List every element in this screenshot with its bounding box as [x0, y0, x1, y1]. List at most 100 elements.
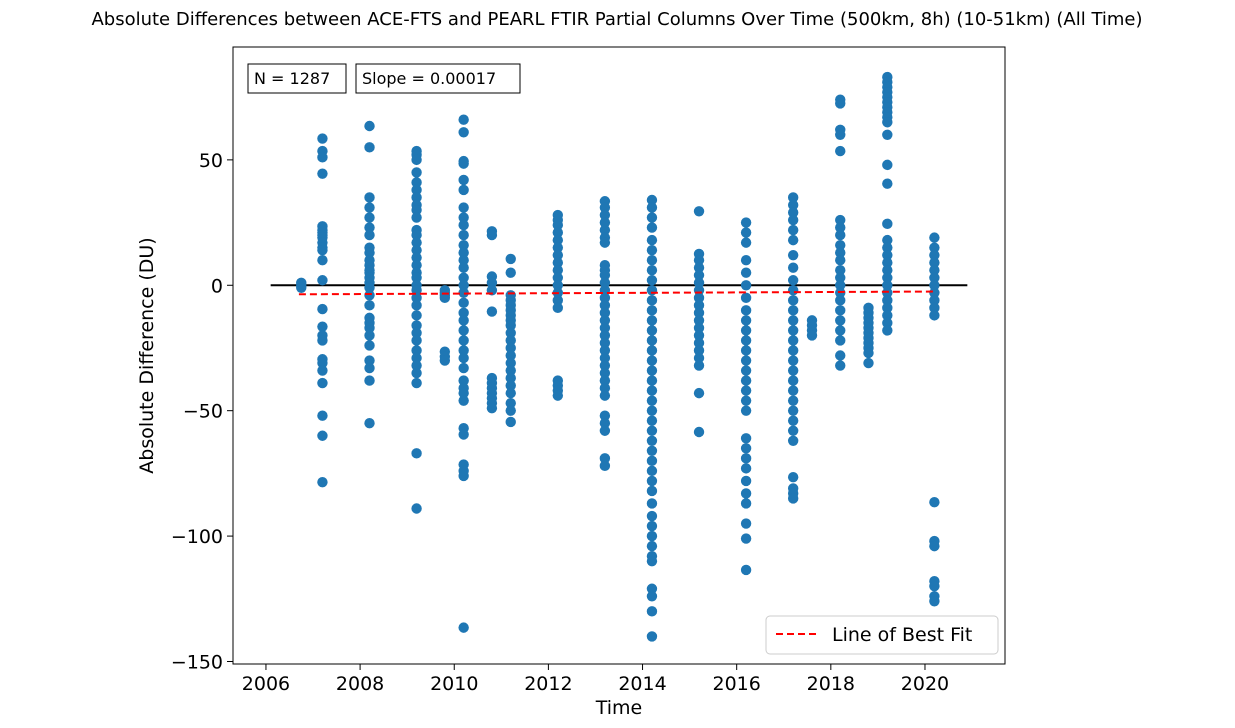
data-point: [439, 292, 451, 304]
data-point: [693, 337, 705, 349]
data-point: [458, 362, 469, 374]
data-point: [806, 330, 818, 341]
data-point: [740, 498, 752, 509]
data-point: [552, 242, 564, 253]
data-point: [646, 435, 658, 446]
data-point: [740, 518, 752, 529]
data-point: [458, 387, 469, 399]
data-point: [787, 355, 799, 366]
data-point: [364, 300, 375, 311]
data-point: [458, 315, 469, 326]
data-point: [882, 310, 893, 321]
data-point: [599, 270, 611, 281]
data-point: [835, 129, 846, 140]
data-point: [552, 302, 564, 314]
data-point: [599, 345, 611, 356]
data-point: [317, 168, 328, 179]
data-point: [646, 385, 658, 396]
data-point: [787, 275, 799, 286]
x-tick-label: 2008: [336, 673, 384, 695]
data-point: [929, 596, 940, 607]
plot-area: [270, 71, 968, 642]
data-point: [458, 174, 469, 186]
point-cluster: [740, 217, 752, 576]
y-tick-label: 0: [211, 275, 223, 297]
data-point: [863, 347, 874, 359]
data-point: [787, 315, 799, 326]
data-point: [411, 310, 422, 321]
data-point: [505, 365, 516, 376]
data-point: [646, 305, 658, 316]
data-point: [929, 497, 940, 508]
data-point: [364, 330, 375, 341]
data-point: [458, 325, 469, 336]
data-point: [317, 357, 328, 369]
data-point: [882, 302, 893, 314]
count-annotation-text: N = 1287: [254, 69, 330, 88]
data-point: [787, 493, 799, 504]
data-point: [787, 325, 799, 336]
data-point: [458, 280, 469, 291]
data-point: [458, 470, 469, 482]
data-point: [835, 229, 846, 241]
data-point: [646, 485, 658, 497]
data-point: [646, 244, 658, 256]
data-point: [505, 267, 516, 278]
data-point: [458, 239, 469, 251]
data-point: [646, 510, 658, 522]
data-point: [646, 375, 658, 386]
slope-annotation: Slope = 0.00017: [355, 63, 521, 94]
data-point: [787, 214, 799, 226]
data-point: [882, 272, 893, 283]
y-axis-label: Absolute Difference (DU): [136, 237, 158, 473]
point-cluster: [411, 145, 422, 514]
data-point: [364, 247, 375, 258]
data-point: [929, 242, 940, 253]
data-point: [486, 306, 498, 317]
data-point: [646, 222, 658, 233]
data-point: [364, 355, 375, 366]
data-point: [411, 252, 422, 263]
slope-annotation-text: Slope = 0.00017: [362, 69, 496, 88]
data-point: [646, 475, 658, 487]
data-point: [882, 287, 893, 298]
data-point: [296, 282, 307, 293]
data-point: [693, 307, 705, 319]
data-point: [646, 325, 658, 336]
data-point: [599, 209, 611, 221]
data-point: [882, 249, 893, 261]
data-point: [740, 254, 752, 266]
data-point: [599, 410, 611, 421]
data-point: [364, 192, 375, 203]
data-point: [486, 402, 498, 414]
data-point: [646, 234, 658, 246]
data-point: [882, 257, 893, 268]
data-point: [505, 335, 516, 346]
data-point: [317, 476, 328, 488]
data-point: [835, 335, 846, 346]
data-point: [317, 321, 328, 332]
data-point: [693, 262, 705, 273]
data-point: [317, 275, 328, 286]
data-point: [505, 397, 516, 409]
data-point: [646, 315, 658, 326]
data-point: [364, 340, 375, 351]
data-point: [863, 357, 874, 369]
data-point: [740, 237, 752, 248]
data-point: [787, 471, 799, 483]
point-cluster: [882, 71, 893, 336]
data-point: [835, 350, 846, 361]
point-cluster: [505, 253, 516, 428]
data-point: [458, 307, 469, 319]
data-point: [552, 249, 564, 261]
data-point: [787, 249, 799, 261]
data-point: [458, 254, 469, 266]
data-point: [646, 265, 658, 276]
data-point: [740, 292, 752, 304]
data-point: [882, 117, 893, 128]
data-point: [882, 159, 893, 171]
data-point: [646, 275, 658, 286]
data-point: [646, 445, 658, 457]
data-point: [599, 418, 611, 429]
data-point: [411, 377, 422, 389]
